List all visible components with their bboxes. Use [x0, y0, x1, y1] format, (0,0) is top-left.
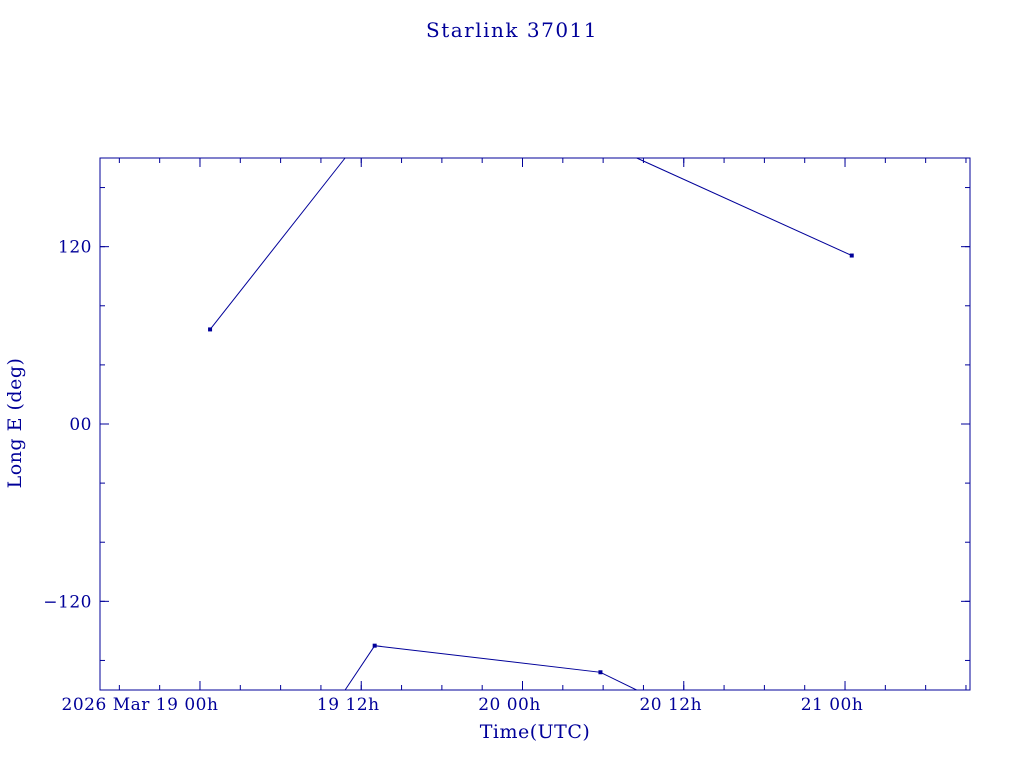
data-point-marker: [208, 327, 213, 332]
y-tick-label: 00: [69, 415, 92, 435]
x-tick-label: 19 12h: [317, 695, 380, 715]
y-tick-label: 120: [58, 238, 92, 258]
data-point-marker: [372, 643, 377, 648]
x-tick-label: 2026 Mar 19 00h: [62, 695, 219, 715]
chart-title: Starlink 37011: [426, 18, 598, 42]
data-point-marker: [598, 670, 603, 675]
series-line: [636, 157, 852, 256]
x-tick-label: 21 00h: [801, 695, 864, 715]
y-tick-label: −120: [43, 592, 92, 612]
x-tick-label: 20 00h: [478, 695, 541, 715]
series-line: [209, 157, 346, 330]
series-line: [344, 645, 637, 691]
plot-frame: [99, 157, 971, 691]
data-point-marker: [849, 253, 854, 258]
x-axis-label: Time(UTC): [479, 721, 591, 743]
x-tick-label: 20 12h: [639, 695, 702, 715]
